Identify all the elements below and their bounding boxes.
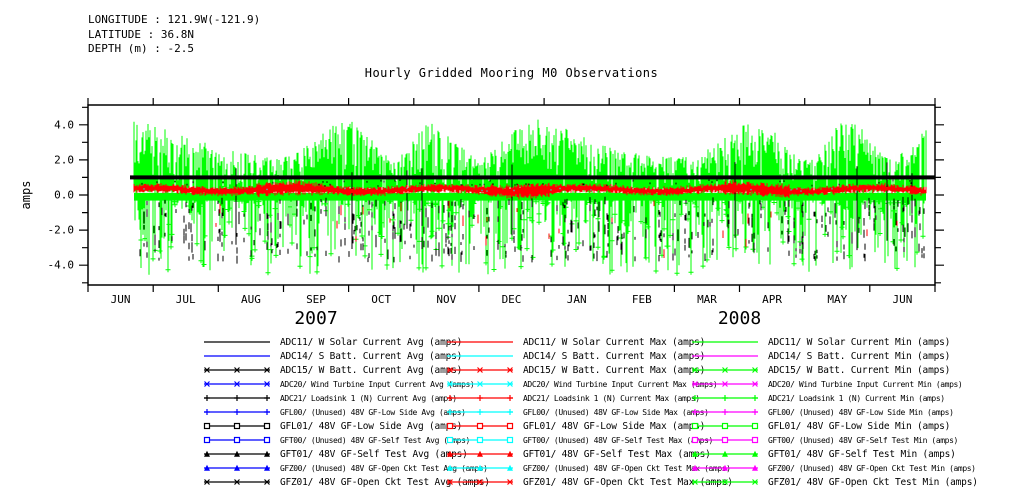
year-label: 2007	[294, 308, 337, 329]
month-label: DEC	[502, 293, 522, 306]
year-label: 2008	[718, 308, 761, 329]
red-max-series	[133, 180, 927, 258]
y-tick-label: 4.0	[54, 118, 74, 131]
black-avg-line	[130, 175, 935, 180]
chart-title: Hourly Gridded Mooring M0 Observations	[364, 66, 659, 80]
y-tick-label: -2.0	[48, 224, 75, 237]
green-positive-series	[133, 119, 927, 195]
y-tick-labels: 4.0 2.0 0.0 -2.0 -4.0	[48, 118, 75, 271]
latitude-label: LATITUDE : 36.8N	[88, 27, 194, 41]
month-label: SEP	[306, 293, 326, 306]
depth-label: DEPTH (m) : -2.5	[88, 42, 194, 55]
month-labels: JUN JUL AUG SEP OCT NOV DEC JAN FEB MAR APR MAY JUN	[111, 293, 913, 306]
y-tick-label: 2.0	[54, 153, 74, 166]
year-labels: 2007 2008	[294, 308, 761, 329]
month-label: OCT	[371, 293, 391, 306]
month-label: MAY	[827, 293, 847, 306]
coordinates-header: LONGITUDE : 121.9W(-121.9) LATITUDE : 36…	[88, 13, 260, 57]
month-label: NOV	[436, 293, 456, 306]
month-label: JUN	[892, 293, 912, 306]
x-axis-ticks	[87, 98, 936, 292]
month-label: MAR	[697, 293, 717, 306]
y-tick-label: 0.0	[54, 189, 74, 202]
month-label: FEB	[632, 293, 652, 306]
y-axis-label: amps	[19, 181, 33, 210]
y-axis-ticks	[79, 106, 944, 284]
cyan-max-specks	[143, 187, 833, 192]
month-label: APR	[762, 293, 782, 306]
month-label: AUG	[241, 293, 261, 306]
month-label: JUL	[176, 293, 196, 306]
green-negative-series	[134, 192, 926, 276]
month-label: JAN	[567, 293, 587, 306]
longitude-label: LONGITUDE : 121.9W(-121.9)	[88, 13, 261, 26]
month-label: JUN	[111, 293, 131, 306]
y-tick-label: -4.0	[48, 259, 75, 272]
